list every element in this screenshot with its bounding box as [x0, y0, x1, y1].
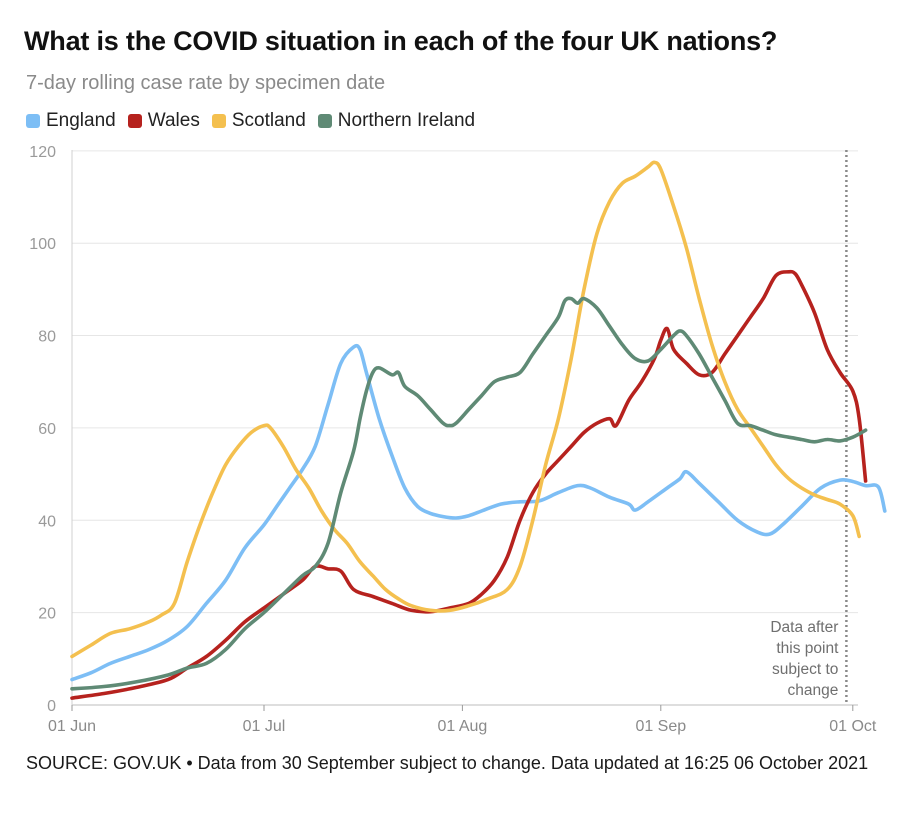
legend-swatch-wales — [127, 114, 142, 128]
annotation-text: Data after — [770, 619, 838, 636]
legend-swatch-northern-ireland — [317, 114, 332, 128]
legend-label-northern-ireland: Northern Ireland — [337, 110, 476, 131]
series-line-northern-ireland — [70, 296, 868, 691]
annotation-text: change — [788, 682, 839, 699]
axis-layer: 0 20 40 60 80 100 120 01 Jun 01 Jul 01 Aug 01 Sep 0… — [29, 144, 877, 735]
y-tick-label: 20 — [38, 606, 56, 623]
legend-label-wales: Wales — [147, 110, 200, 131]
y-tick-label: 40 — [38, 513, 56, 530]
chart-subtitle: 7-day rolling case rate by specimen date — [26, 72, 386, 94]
series-line-england — [70, 343, 887, 682]
y-tick-label: 60 — [38, 421, 56, 438]
legend-item-england: England — [26, 110, 116, 132]
x-tick-label: 01 Jun — [48, 718, 96, 735]
legend-item-wales: Wales — [127, 110, 200, 132]
y-tick-label: 0 — [47, 698, 56, 715]
x-tick-label: 01 Jul — [243, 718, 286, 735]
legend-swatch-england — [26, 114, 40, 128]
series-line-scotland — [70, 160, 861, 659]
y-tick-label: 80 — [38, 329, 56, 346]
y-tick-label: 100 — [29, 236, 56, 253]
x-tick-label: 01 Sep — [635, 718, 686, 735]
legend-item-northern-ireland: Northern Ireland — [317, 110, 476, 132]
legend-swatch-scotland — [211, 114, 226, 128]
line-chart: Data after this point subject to change 0 20… — [29, 144, 887, 735]
legend-label-england: England — [46, 110, 116, 131]
annotation-text: subject to — [772, 661, 838, 678]
annotation-text: this point — [776, 640, 839, 657]
y-tick-label: 120 — [29, 144, 56, 161]
legend-label-scotland: Scotland — [231, 110, 306, 131]
x-tick-label: 01 Oct — [829, 718, 877, 735]
legend-item-scotland: Scotland — [211, 110, 306, 132]
annotation-layer: Data after this point subject to change — [770, 150, 848, 705]
chart-title: What is the COVID situation in each of t… — [24, 26, 778, 56]
chart-legend: England Wales Scotland Northern Ireland — [26, 110, 475, 132]
x-tick-label: 01 Aug — [437, 718, 487, 735]
series-layer — [70, 160, 887, 700]
source-note: SOURCE: GOV.UK • Data from 30 September … — [26, 753, 869, 773]
